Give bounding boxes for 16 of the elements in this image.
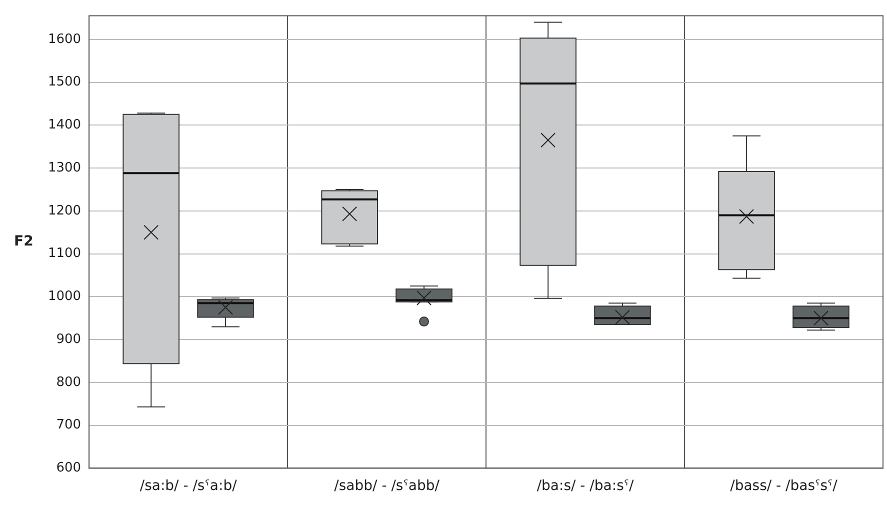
x-tick-label: /sabb/ - /sˤabb/ (334, 478, 440, 494)
y-tick-label: 1600 (48, 32, 82, 47)
y-tick-label: 1000 (48, 289, 82, 304)
y-tick-label: 800 (56, 374, 82, 390)
y-axis-title: F2 (14, 234, 34, 250)
y-tick-label: 700 (56, 418, 82, 433)
y-tick-label: 1100 (48, 246, 82, 262)
y-tick-label: 900 (56, 332, 82, 347)
y-tick-label: 1500 (48, 74, 82, 90)
y-tick-label: 1300 (48, 160, 82, 176)
y-tick-label: 1400 (48, 118, 82, 133)
y-tick-label: 1200 (48, 203, 82, 218)
y-tick-label: 600 (56, 460, 82, 476)
x-tick-label: /sa:b/ - /sˤa:b/ (140, 478, 238, 494)
x-tick-label: /ba:s/ - /ba:sˤ/ (536, 478, 634, 494)
x-tick-label: /bass/ - /basˤsˤ/ (730, 478, 838, 494)
